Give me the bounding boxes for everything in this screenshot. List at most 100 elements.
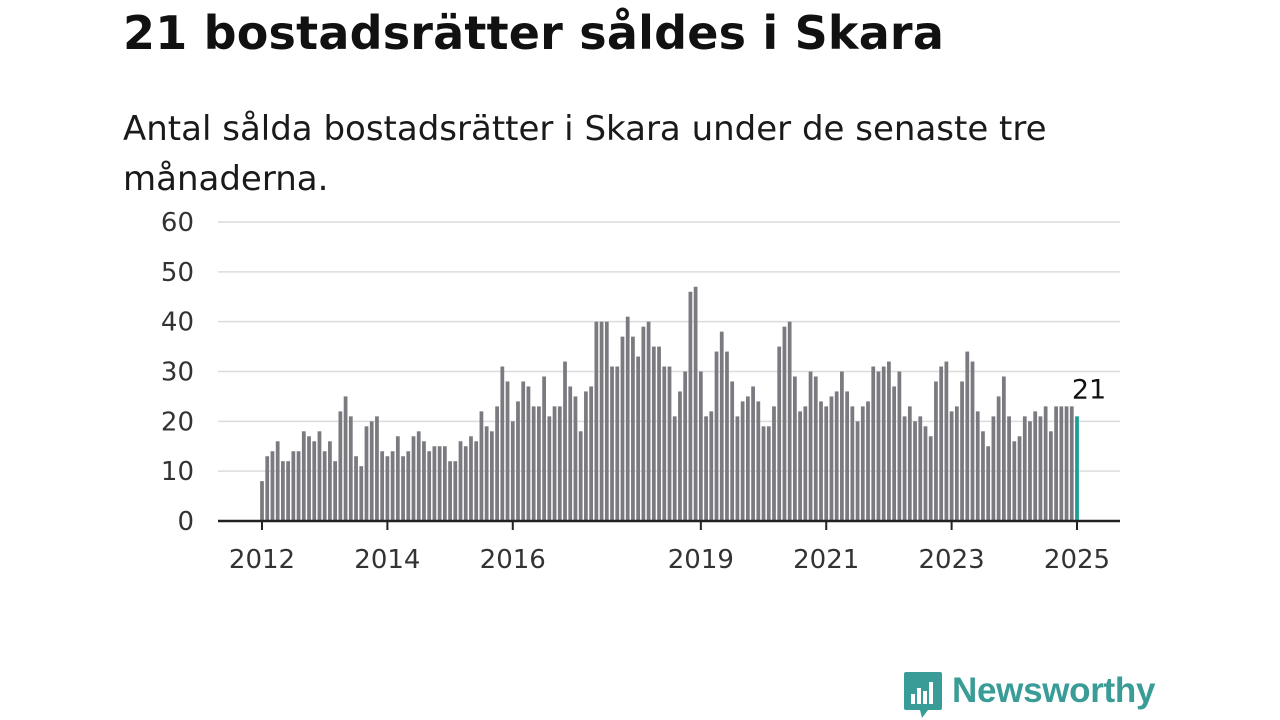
- bar: [808, 371, 813, 521]
- bar: [892, 386, 897, 521]
- bar: [422, 441, 426, 521]
- bar: [489, 431, 494, 521]
- bar: [949, 411, 954, 521]
- bar: [270, 451, 275, 521]
- bar: [1069, 406, 1074, 521]
- bar: [662, 366, 667, 521]
- bar: [526, 386, 531, 521]
- bar: [1059, 406, 1064, 521]
- bar: [380, 451, 385, 521]
- bar: [437, 446, 442, 521]
- bar: [521, 381, 526, 521]
- bar: [359, 466, 364, 521]
- bar: [772, 406, 776, 521]
- bar: [568, 386, 573, 521]
- bar: [970, 361, 975, 521]
- bar: [1038, 416, 1043, 521]
- highlight-label-group: 21: [1072, 374, 1106, 405]
- bar: [897, 371, 902, 521]
- bar: [286, 461, 290, 521]
- bar: [709, 411, 714, 521]
- bar: [803, 406, 808, 521]
- bar: [260, 481, 264, 521]
- bar: [996, 396, 1001, 521]
- y-tick-label: 40: [161, 308, 194, 338]
- bar: [745, 396, 750, 521]
- bar: [432, 446, 437, 521]
- bar: [1064, 406, 1069, 521]
- bar: [484, 426, 489, 521]
- bar: [411, 436, 416, 521]
- bar: [730, 381, 735, 521]
- bar: [636, 356, 641, 521]
- bar: [824, 406, 829, 521]
- bar: [395, 436, 400, 521]
- bar: [735, 416, 740, 521]
- bar: [563, 361, 567, 521]
- bar: [474, 441, 479, 521]
- bar: [578, 431, 583, 521]
- bar: [866, 401, 870, 521]
- x-tick-label: 2014: [354, 545, 420, 575]
- bar: [296, 451, 301, 521]
- bar: [312, 441, 317, 521]
- bar: [834, 391, 839, 521]
- y-tick-label: 60: [161, 208, 194, 238]
- x-tick-label: 2021: [793, 545, 859, 575]
- bar: [385, 456, 390, 521]
- bar: [442, 446, 447, 521]
- y-tick-label: 0: [177, 507, 194, 537]
- bar: [1043, 406, 1048, 521]
- bar: [761, 426, 766, 521]
- bar: [1022, 416, 1027, 521]
- bar: [1007, 416, 1011, 521]
- bar: [887, 361, 891, 521]
- bar: [495, 406, 499, 521]
- newsworthy-logo: Newsworthy: [902, 670, 1155, 720]
- bar: [390, 451, 395, 521]
- bar: [672, 416, 677, 521]
- y-tick-label: 20: [161, 407, 194, 437]
- bar: [322, 451, 327, 521]
- x-tick-label: 2023: [919, 545, 985, 575]
- bar: [719, 331, 724, 521]
- bar: [594, 321, 599, 521]
- y-tick-label: 50: [161, 258, 194, 288]
- bar: [463, 446, 468, 521]
- bar: [813, 376, 818, 521]
- bar: [500, 366, 505, 521]
- x-tick-label: 2025: [1044, 545, 1110, 575]
- x-tick-label: 2016: [480, 545, 546, 575]
- bar: [954, 406, 959, 521]
- bar: [469, 436, 473, 521]
- bar: [552, 406, 557, 521]
- bar: [881, 366, 886, 521]
- bar: [369, 421, 374, 521]
- bar: [657, 346, 661, 521]
- bar: [683, 371, 688, 521]
- bar: [913, 421, 917, 521]
- bar: [798, 411, 802, 521]
- bar: [265, 456, 270, 521]
- bar: [714, 351, 719, 521]
- bar: [698, 371, 703, 521]
- bar: [907, 406, 912, 521]
- bar: [860, 406, 865, 521]
- bar: [354, 456, 358, 521]
- bar: [364, 426, 369, 521]
- bar: [991, 416, 996, 521]
- bar: [855, 421, 860, 521]
- bar: [1012, 441, 1017, 521]
- bar: [981, 431, 985, 521]
- bar: [584, 391, 588, 521]
- bar: [845, 391, 850, 521]
- bar: [918, 416, 923, 521]
- bar: [1054, 406, 1058, 521]
- bar: [427, 451, 432, 521]
- x-tick-label: 2019: [668, 545, 734, 575]
- bar: [510, 421, 515, 521]
- bar: [631, 336, 635, 521]
- bar: [416, 431, 421, 521]
- bar: [793, 376, 797, 521]
- bar: [986, 446, 991, 521]
